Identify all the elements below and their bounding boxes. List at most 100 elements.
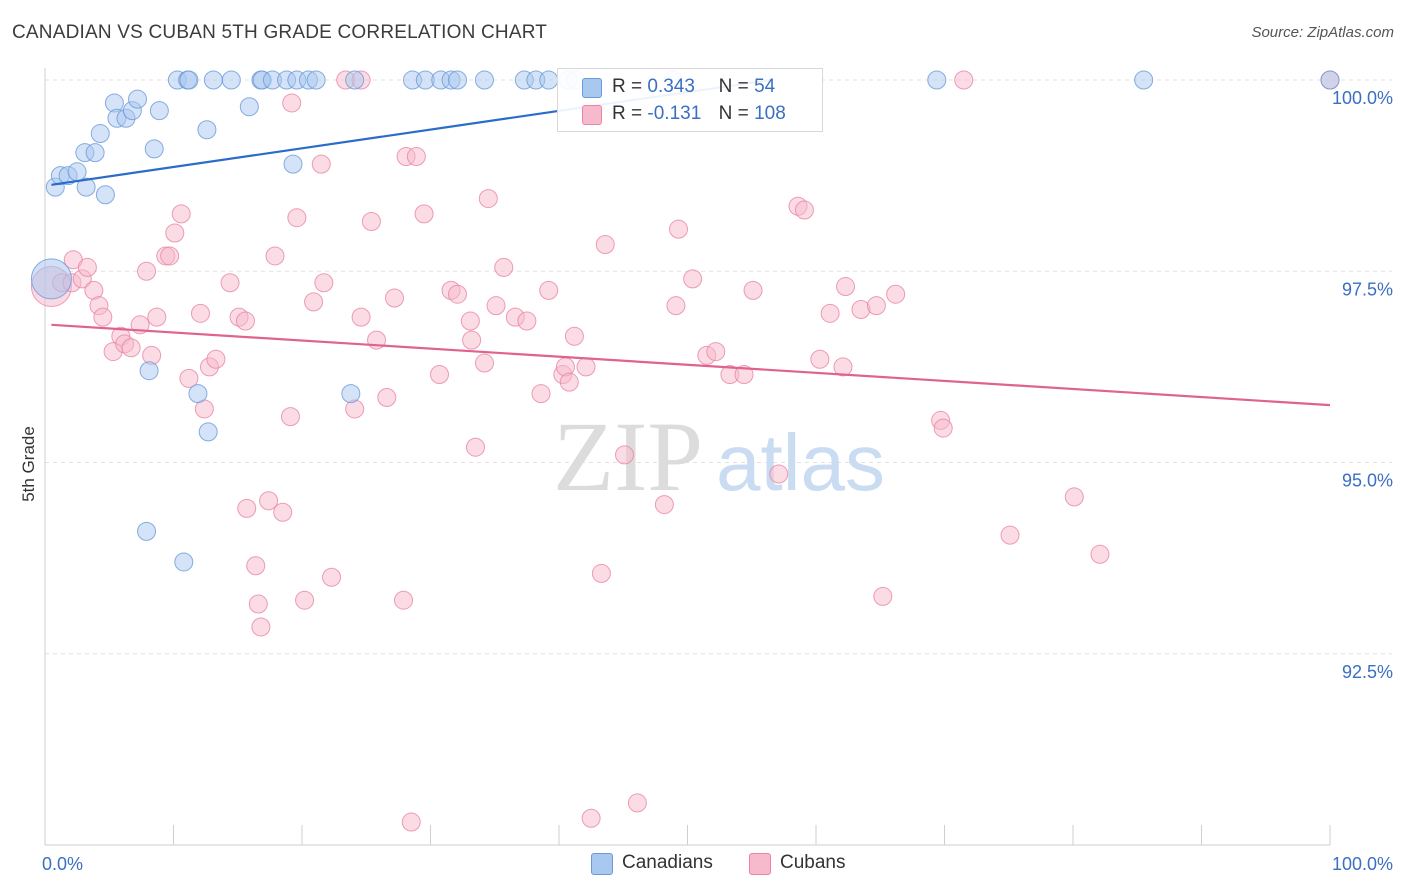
canadian-point — [341, 384, 361, 404]
cuban-point — [820, 303, 840, 323]
cuban-point — [1000, 525, 1020, 545]
canadian-point — [144, 139, 164, 159]
cuban-point — [1090, 544, 1110, 564]
cuban-point — [478, 189, 498, 209]
chart-title: CANADIAN VS CUBAN 5TH GRADE CORRELATION … — [12, 22, 548, 43]
cuban-point — [361, 212, 381, 232]
cuban-point — [429, 365, 449, 385]
canadian-point — [306, 70, 326, 90]
cuban-point — [576, 357, 596, 377]
r-value: 0.343 — [647, 76, 695, 97]
cuban-point — [121, 338, 141, 358]
canadians-points — [30, 70, 1340, 572]
cuban-point — [460, 311, 480, 331]
watermark: ZIP atlas — [553, 401, 885, 512]
cuban-point — [259, 491, 279, 511]
x-tick-label: 0.0% — [42, 854, 83, 874]
cuban-point — [265, 246, 285, 266]
cuban-point — [743, 280, 763, 300]
y-axis-label: 5th Grade — [19, 426, 38, 502]
cuban-point — [474, 353, 494, 373]
cuban-point — [539, 280, 559, 300]
r-value: -0.131 — [647, 103, 702, 124]
cuban-point — [833, 357, 853, 377]
n-value: 54 — [754, 76, 776, 97]
cuban-point — [273, 502, 293, 522]
canadian-point — [447, 70, 467, 90]
canadian-point — [1320, 70, 1340, 90]
cuban-point — [666, 296, 686, 316]
tick-labels: 100.0% 97.5% 95.0% 92.5% 0.0% 100.0% — [42, 88, 1393, 874]
cuban-point — [447, 284, 467, 304]
cuban-point — [77, 257, 97, 277]
cuban-point — [595, 234, 615, 254]
legend-swatch-canadians — [582, 78, 602, 98]
cuban-point — [627, 793, 647, 813]
cuban-point — [406, 147, 426, 166]
cuban-point — [246, 556, 266, 576]
y-tick-label: 92.5% — [1342, 662, 1393, 682]
axes — [44, 68, 1331, 846]
legend-swatch-cubans — [582, 105, 602, 125]
cuban-point — [171, 204, 191, 224]
cuban-point — [206, 349, 226, 369]
cuban-point — [147, 307, 167, 327]
cuban-point — [794, 200, 814, 220]
canadian-point — [345, 70, 365, 90]
cuban-point — [669, 219, 689, 239]
cuban-point — [351, 307, 371, 327]
cuban-point — [494, 257, 514, 277]
y-tick-label: 97.5% — [1342, 279, 1393, 299]
cuban-point — [311, 154, 331, 174]
legend-swatch-canadians — [591, 853, 613, 875]
n-value: 108 — [754, 103, 786, 124]
canadian-point — [139, 361, 159, 381]
cuban-point — [706, 342, 726, 362]
cuban-point — [237, 498, 257, 518]
legend-swatch-cubans — [749, 853, 771, 875]
cuban-point — [137, 261, 157, 281]
cuban-point — [304, 292, 324, 312]
source-credit: Source: ZipAtlas.com — [1251, 24, 1394, 41]
canadian-point — [174, 552, 194, 572]
cuban-point — [394, 590, 414, 610]
n-label: N = — [718, 76, 749, 97]
cuban-point — [93, 307, 113, 327]
cuban-point — [933, 418, 953, 438]
cuban-point — [190, 303, 210, 323]
cuban-point — [251, 617, 271, 637]
canadian-point — [179, 70, 199, 90]
cuban-point — [734, 365, 754, 385]
cuban-point — [581, 808, 601, 828]
canadian-point — [283, 154, 303, 174]
cuban-point — [322, 567, 342, 587]
cuban-point — [280, 407, 300, 427]
cuban-point — [1064, 487, 1084, 507]
cuban-point — [287, 208, 307, 228]
cuban-point — [769, 464, 789, 484]
cuban-point — [295, 590, 315, 610]
n-label: N = — [718, 103, 749, 124]
cuban-point — [248, 594, 268, 614]
canadian-point — [90, 124, 110, 144]
canadian-point — [221, 70, 241, 90]
watermark-atlas: atlas — [716, 418, 885, 507]
canadian-point — [927, 70, 947, 90]
canadian-point — [149, 101, 169, 121]
legend-label-canadians: Canadians — [622, 852, 713, 873]
canadian-point — [95, 185, 115, 205]
cuban-point — [179, 368, 199, 388]
canadian-point — [198, 422, 218, 442]
cuban-point — [810, 349, 830, 369]
cuban-point — [866, 296, 886, 316]
canadian-point — [85, 143, 105, 163]
cubans-trend-line — [51, 323, 1331, 407]
cuban-point — [559, 372, 579, 392]
cuban-point — [235, 311, 255, 331]
cuban-point — [683, 269, 703, 289]
cuban-point — [836, 277, 856, 297]
cuban-point — [165, 223, 185, 243]
cuban-point — [591, 563, 611, 583]
canadian-point — [203, 70, 223, 90]
legend-label-cubans: Cubans — [780, 852, 846, 873]
